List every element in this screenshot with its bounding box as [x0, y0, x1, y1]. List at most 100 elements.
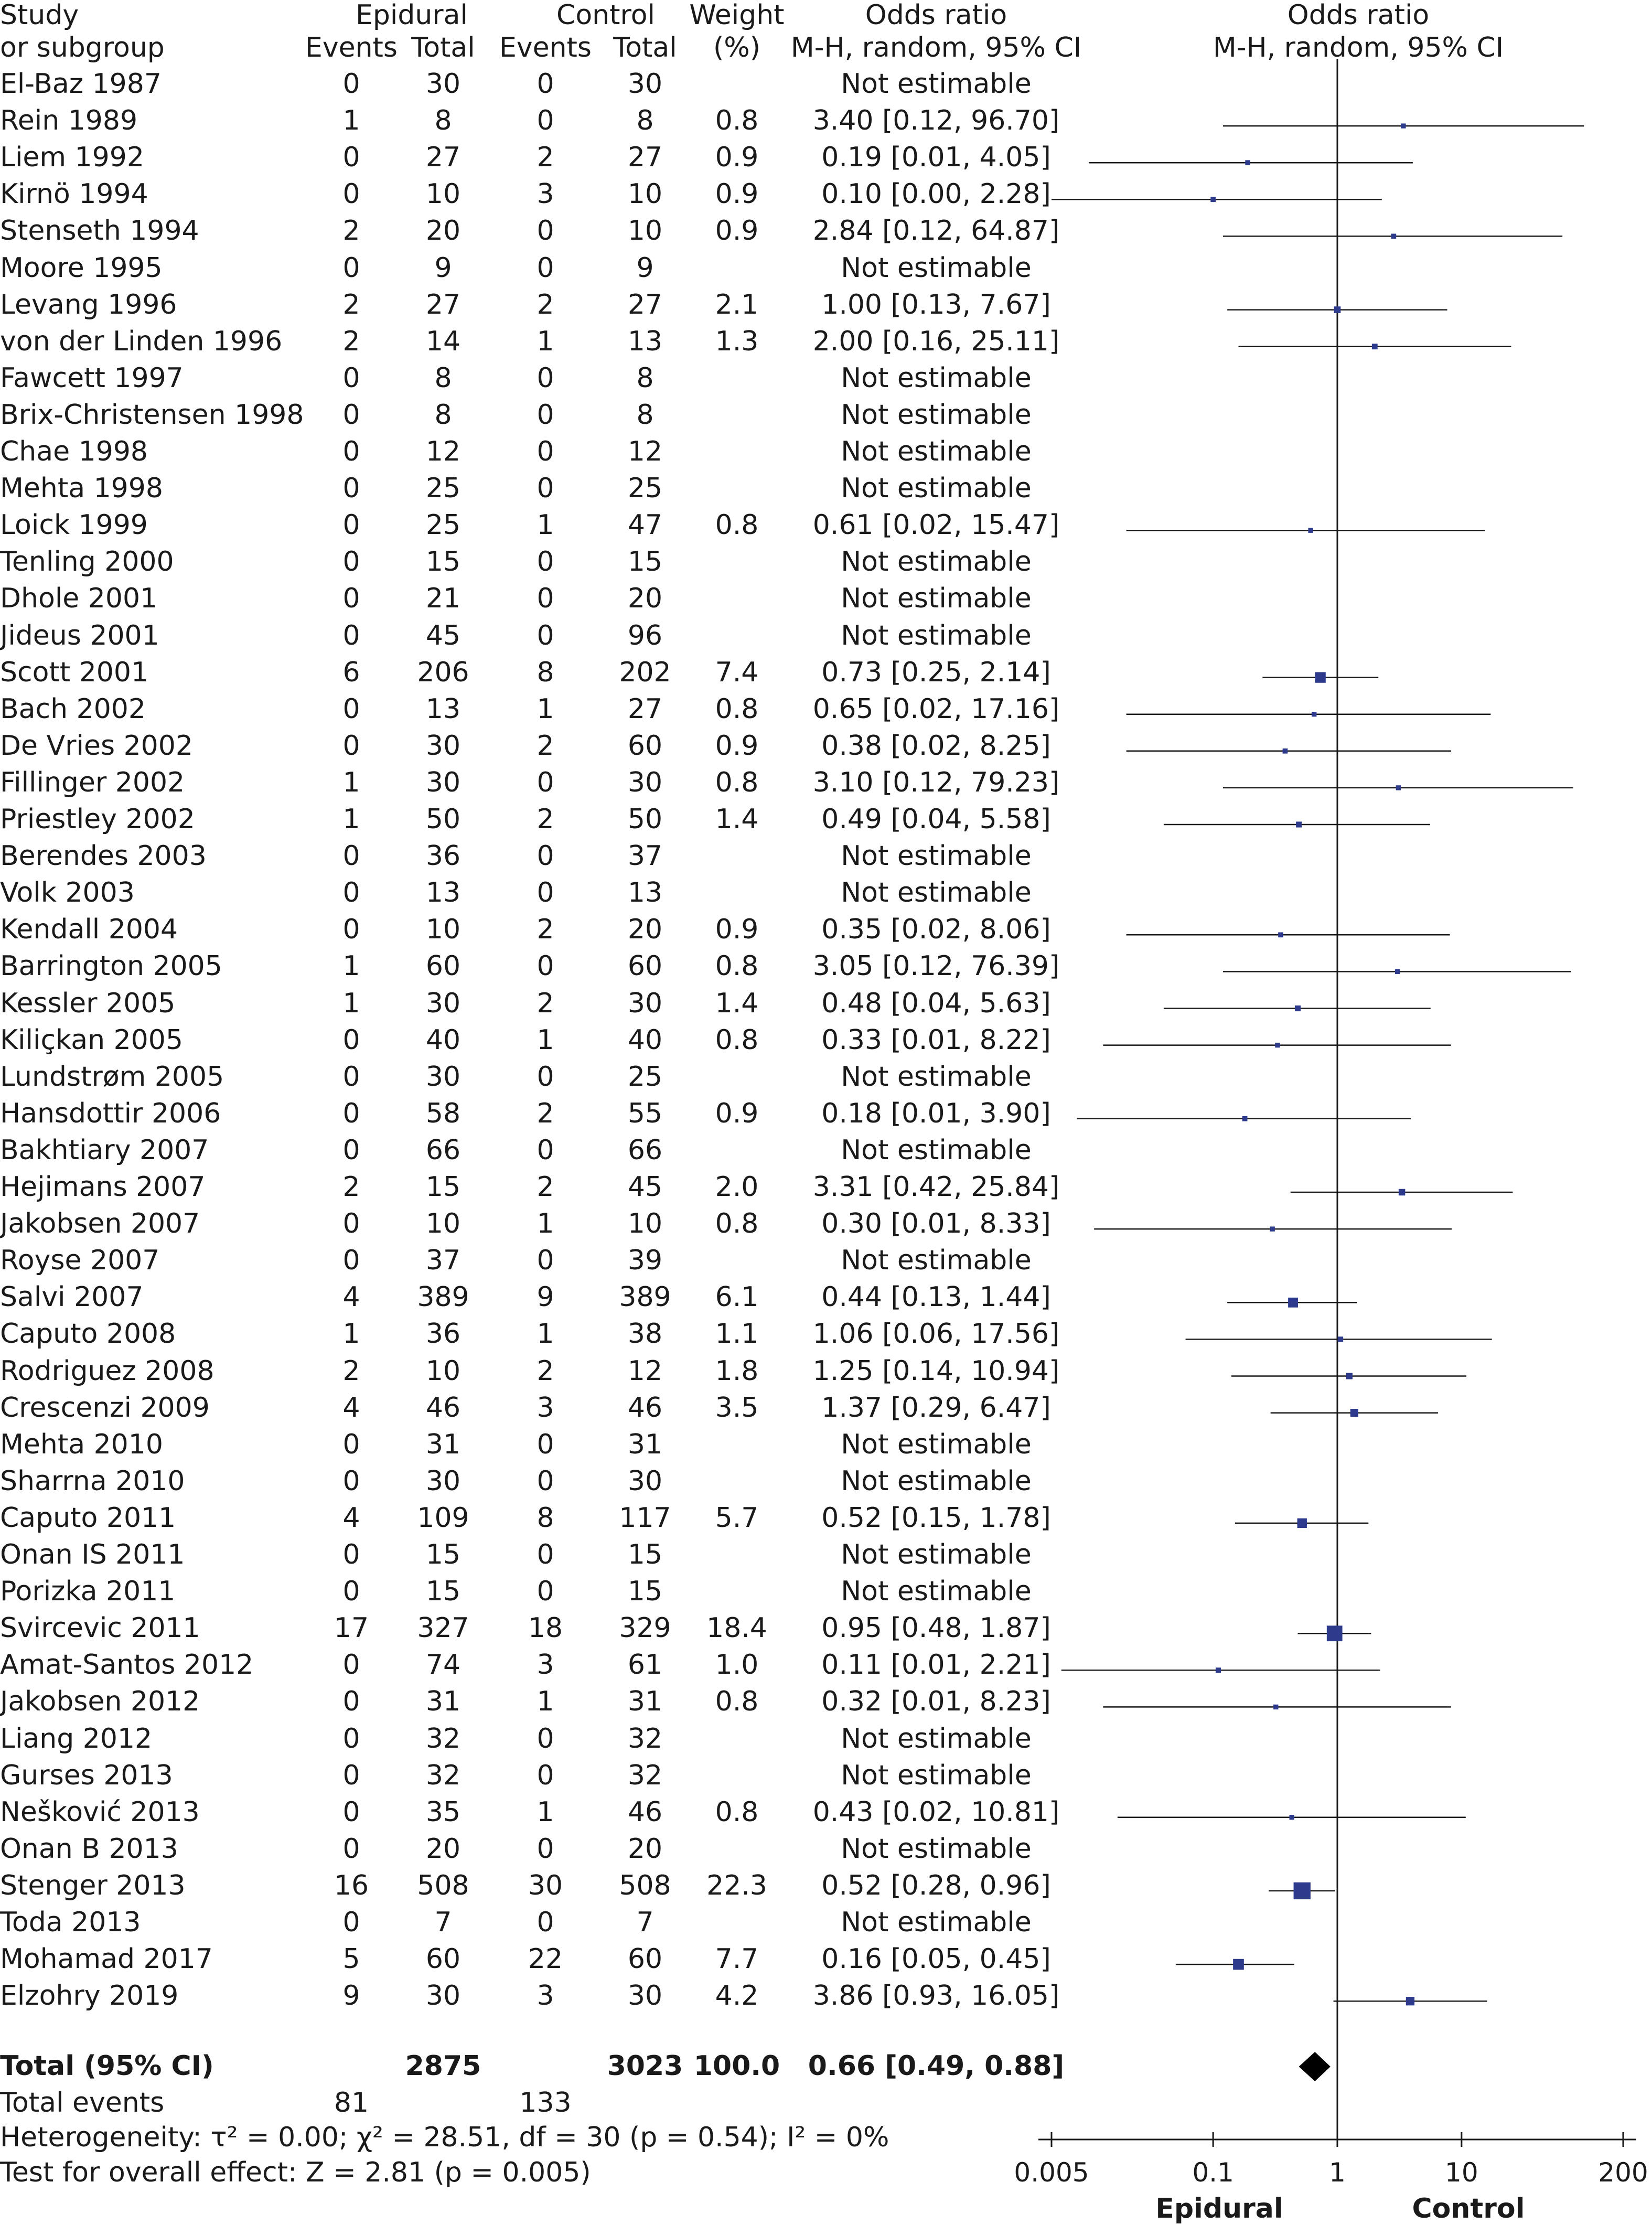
study-name: Nešković 2013 [0, 1796, 200, 1828]
epidural-events: 0 [342, 399, 360, 431]
epidural-total: 36 [425, 840, 461, 872]
epidural-events: 0 [342, 1465, 360, 1497]
study-name: Berendes 2003 [0, 840, 207, 872]
point-estimate-square [1308, 528, 1313, 533]
epidural-total: 8 [434, 105, 452, 137]
study-or-ci: 3.86 [0.93, 16.05] [812, 1980, 1060, 2012]
control-total: 15 [627, 546, 663, 578]
study-or-ci: Not estimable [841, 399, 1032, 431]
control-events: 0 [537, 436, 554, 467]
control-total: 31 [627, 1428, 663, 1460]
point-estimate-square [1294, 1005, 1301, 1012]
study-name: Onan B 2013 [0, 1833, 178, 1865]
control-total: 61 [627, 1649, 663, 1681]
study-name: Lundstrøm 2005 [0, 1061, 224, 1093]
header-or-plot-line1: Odds ratio [1287, 0, 1430, 31]
overall-effect-text: Test for overall effect: Z = 2.81 (p = 0… [0, 2157, 591, 2188]
control-total: 32 [627, 1759, 663, 1791]
epidural-events: 0 [342, 509, 360, 541]
header-or-plot-line2: M-H, random, 95% CI [1213, 32, 1504, 63]
epidural-events: 4 [342, 1502, 360, 1534]
study-or-ci: Not estimable [841, 1245, 1032, 1277]
study-or-ci: Not estimable [841, 1539, 1032, 1570]
study-weight: 0.8 [715, 1796, 759, 1828]
epidural-events: 0 [342, 1134, 360, 1166]
epidural-events: 0 [342, 693, 360, 725]
epidural-events: 5 [342, 1943, 360, 1975]
epidural-events: 0 [342, 1097, 360, 1129]
study-name: Toda 2013 [0, 1907, 141, 1938]
control-events: 0 [537, 546, 554, 578]
epidural-total: 7 [434, 1907, 452, 1938]
study-weight: 0.9 [715, 730, 759, 762]
total-label: Total (95% CI) [0, 2050, 214, 2082]
control-total: 15 [627, 1576, 663, 1608]
study-weight: 3.5 [715, 1392, 759, 1424]
control-total: 60 [627, 1943, 663, 1975]
control-events: 3 [537, 1980, 554, 2012]
study-weight: 0.8 [715, 509, 759, 541]
point-estimate-square [1396, 785, 1401, 790]
total-control-n: 3023 [607, 2050, 683, 2082]
control-events: 0 [537, 766, 554, 798]
point-estimate-square [1401, 123, 1406, 129]
control-total: 45 [627, 1171, 663, 1203]
epidural-total: 36 [425, 1318, 461, 1350]
epidural-total: 35 [425, 1796, 461, 1828]
control-total: 27 [627, 142, 663, 174]
study-name: Stenger 2013 [0, 1869, 186, 1901]
epidural-total: 66 [425, 1134, 461, 1166]
epidural-events: 0 [342, 1245, 360, 1277]
study-name: Bakhtiary 2007 [0, 1134, 209, 1166]
control-total: 39 [627, 1245, 663, 1277]
epidural-total: 13 [425, 877, 461, 909]
epidural-total: 50 [425, 804, 461, 835]
study-weight: 2.0 [715, 1171, 759, 1203]
epidural-events: 17 [334, 1612, 369, 1644]
control-events: 2 [537, 142, 554, 174]
study-name: Chae 1998 [0, 436, 148, 467]
control-events: 0 [537, 473, 554, 505]
control-total: 47 [627, 509, 663, 541]
study-or-ci: 2.00 [0.16, 25.11] [812, 325, 1060, 357]
epidural-total: 31 [425, 1686, 461, 1718]
total-or-ci: 0.66 [0.49, 0.88] [808, 2050, 1065, 2082]
study-or-ci: Not estimable [841, 1576, 1032, 1608]
point-estimate-square [1326, 1625, 1343, 1642]
epidural-events: 0 [342, 252, 360, 284]
study-weight: 1.4 [715, 804, 759, 835]
study-name: Rodriguez 2008 [0, 1355, 214, 1387]
study-or-ci: Not estimable [841, 1723, 1032, 1755]
epidural-total: 327 [417, 1612, 469, 1644]
total-weight: 100.0 [693, 2050, 780, 2082]
study-weight: 0.9 [715, 142, 759, 174]
control-events: 0 [537, 840, 554, 872]
point-estimate-square [1395, 969, 1400, 975]
total-events-label: Total events [0, 2087, 165, 2119]
control-events: 2 [537, 1171, 554, 1203]
point-estimate-square [1406, 1997, 1415, 2006]
study-weight: 0.9 [715, 215, 759, 247]
study-or-ci: Not estimable [841, 1061, 1032, 1093]
point-estimate-square [1273, 1704, 1279, 1710]
study-name: Priestley 2002 [0, 804, 195, 835]
control-events: 0 [537, 105, 554, 137]
study-weight: 0.8 [715, 693, 759, 725]
control-total: 202 [619, 656, 671, 688]
control-events: 0 [537, 1428, 554, 1460]
epidural-total: 32 [425, 1723, 461, 1755]
epidural-total: 25 [425, 473, 461, 505]
point-estimate-square [1391, 233, 1397, 239]
total-events-epidural: 81 [334, 2087, 369, 2119]
study-or-ci: 1.00 [0.13, 7.67] [821, 288, 1051, 320]
control-total: 31 [627, 1686, 663, 1718]
epidural-total: 27 [425, 142, 461, 174]
study-name: Levang 1996 [0, 288, 177, 320]
epidural-total: 25 [425, 509, 461, 541]
header-or-text-line2: M-H, random, 95% CI [790, 32, 1082, 63]
epidural-total: 31 [425, 1428, 461, 1460]
control-events: 0 [537, 1907, 554, 1938]
control-events: 0 [537, 1576, 554, 1608]
control-events: 1 [537, 509, 554, 541]
study-or-ci: 3.31 [0.42, 25.84] [812, 1171, 1060, 1203]
